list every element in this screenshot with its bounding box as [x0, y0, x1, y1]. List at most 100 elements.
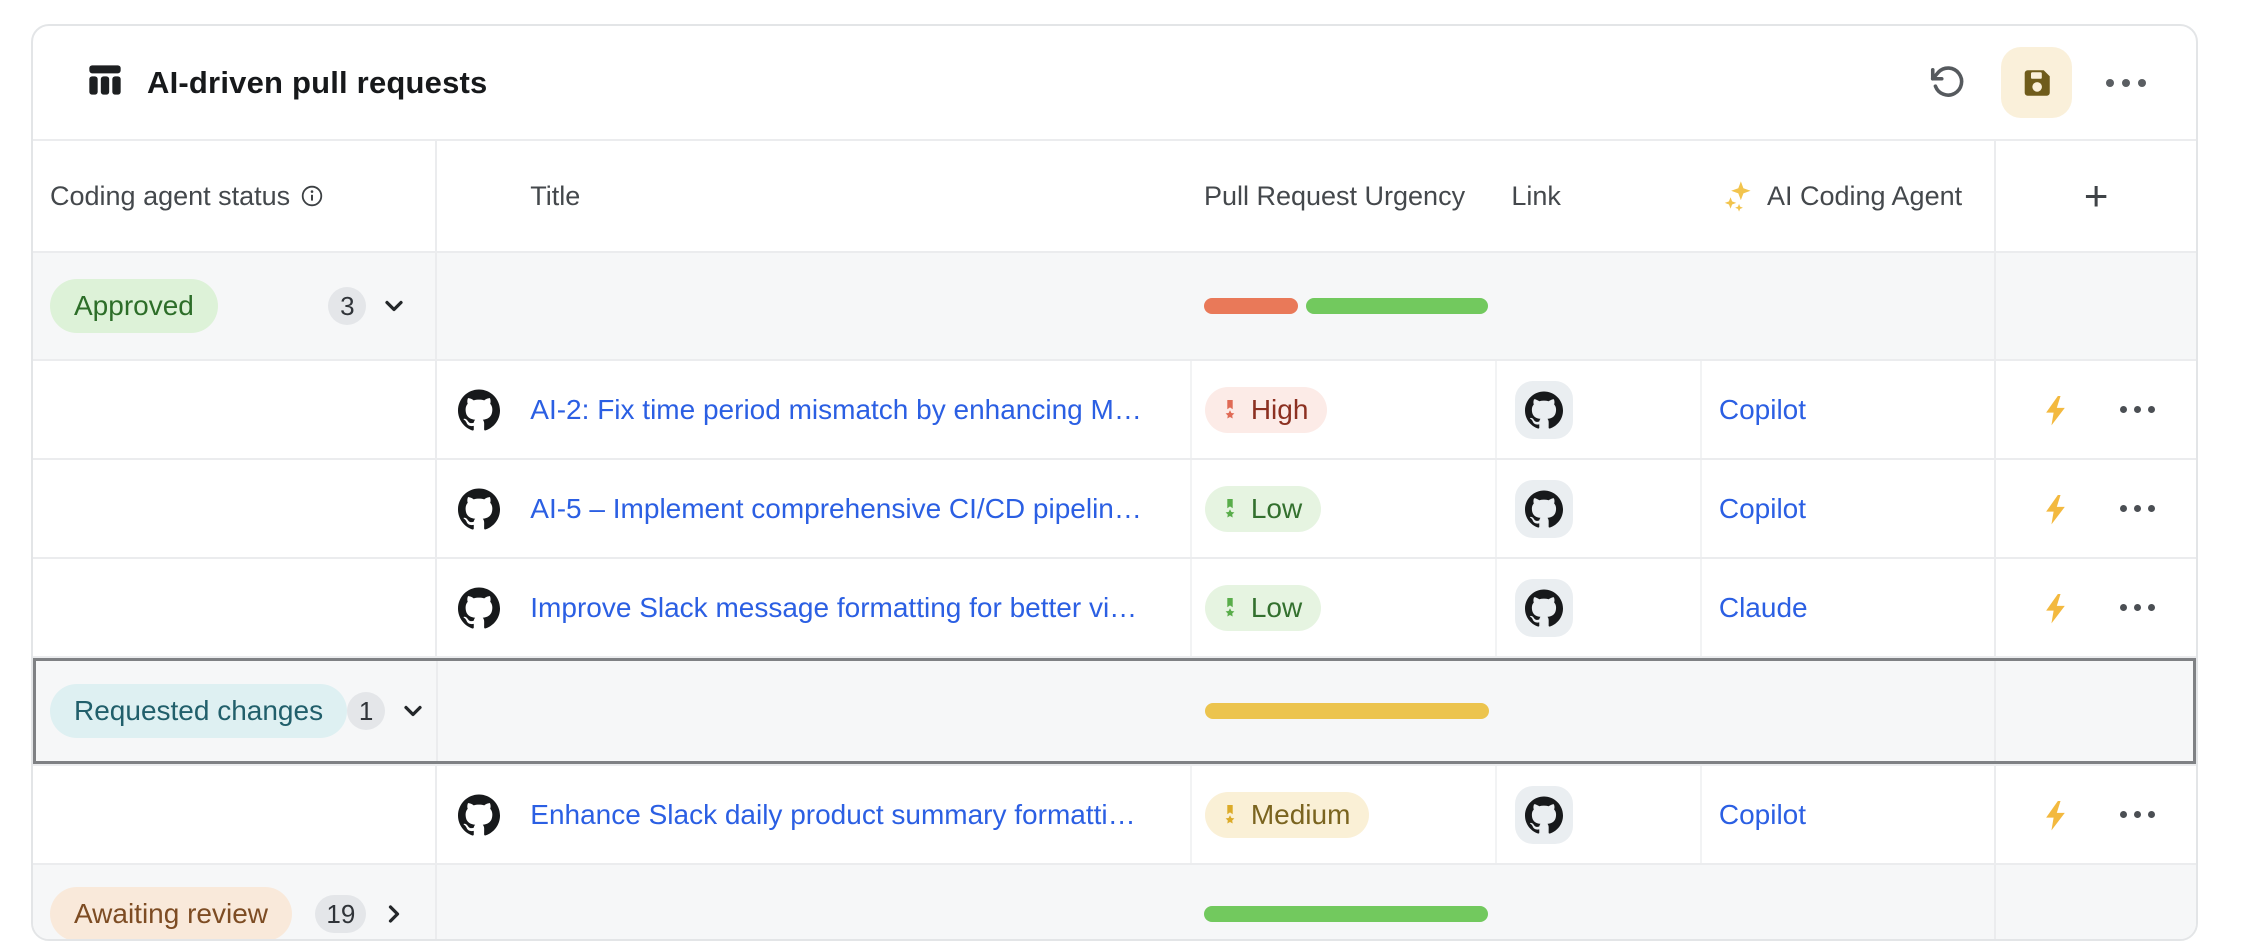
chevron-down-icon[interactable]	[399, 697, 427, 725]
status-cell[interactable]	[33, 766, 438, 863]
urgency-label: Medium	[1250, 798, 1351, 830]
agent-cell[interactable]: Copilot	[1702, 361, 1994, 458]
status-badge[interactable]: Requested changes	[50, 684, 348, 738]
agent-link[interactable]: Copilot	[1718, 492, 1807, 524]
row-menu-button[interactable]	[2120, 406, 2156, 413]
status-badge[interactable]: Approved	[50, 279, 218, 333]
title-cell[interactable]: AI-5 – Implement comprehensive CI/CD pip…	[437, 460, 1192, 557]
save-icon	[2019, 65, 2055, 101]
urgency-bar-low	[1204, 906, 1489, 922]
lightning-icon[interactable]	[2040, 493, 2072, 525]
group-row-approved[interactable]: Approved 3	[33, 253, 2196, 361]
info-icon[interactable]	[300, 184, 324, 208]
github-link-button[interactable]	[1515, 578, 1574, 637]
urgency-label: Low	[1250, 591, 1303, 623]
row-actions-cell	[1994, 460, 2196, 557]
column-header-urgency[interactable]: Pull Request Urgency	[1203, 180, 1466, 211]
table-icon	[85, 60, 125, 105]
link-cell[interactable]	[1497, 559, 1702, 656]
row-menu-button[interactable]	[2120, 604, 2156, 611]
group-actions-cell	[1994, 865, 2196, 939]
plus-icon: +	[2083, 172, 2109, 219]
column-header-title[interactable]: Title	[530, 180, 581, 211]
pr-title-link[interactable]: Improve Slack message formatting for bet…	[530, 591, 1138, 623]
status-cell[interactable]	[33, 559, 438, 656]
ellipsis-icon	[2106, 78, 2146, 87]
group-actions-cell	[1994, 253, 2196, 359]
more-menu-button[interactable]	[2102, 59, 2150, 107]
github-icon	[1525, 489, 1564, 528]
row-actions-cell	[1994, 361, 2196, 458]
group-urgency-summary	[438, 658, 1994, 764]
lightning-icon[interactable]	[2040, 592, 2072, 624]
github-link-button[interactable]	[1515, 785, 1574, 844]
github-icon	[458, 488, 501, 530]
column-header-status[interactable]: Coding agent status	[33, 141, 438, 251]
page-title: AI-driven pull requests	[147, 64, 488, 100]
pr-title-link[interactable]: AI-2: Fix time period mismatch by enhanc…	[530, 393, 1142, 425]
title-cell[interactable]: AI-2: Fix time period mismatch by enhanc…	[437, 361, 1192, 458]
link-cell[interactable]	[1497, 361, 1702, 458]
title-cell[interactable]: Enhance Slack daily product summary form…	[437, 766, 1192, 863]
table-row[interactable]: AI-2: Fix time period mismatch by enhanc…	[33, 361, 2196, 460]
github-link-button[interactable]	[1515, 380, 1574, 439]
undo-button[interactable]	[1923, 59, 1971, 107]
chevron-down-icon[interactable]	[380, 292, 408, 320]
medal-icon	[1218, 596, 1242, 620]
urgency-cell[interactable]: Low	[1192, 460, 1498, 557]
row-menu-button[interactable]	[2120, 505, 2156, 512]
urgency-cell[interactable]: Low	[1192, 559, 1498, 656]
link-cell[interactable]	[1497, 766, 1702, 863]
link-cell[interactable]	[1497, 460, 1702, 557]
urgency-cell[interactable]: Medium	[1192, 766, 1498, 863]
column-header-link[interactable]: Link	[1511, 180, 1561, 211]
lightning-icon[interactable]	[2040, 394, 2072, 426]
group-row-requested-changes[interactable]: Requested changes 1	[33, 658, 2196, 766]
agent-link[interactable]: Copilot	[1718, 798, 1807, 830]
agent-link[interactable]: Copilot	[1718, 393, 1807, 425]
add-column-button[interactable]: +	[1994, 141, 2196, 251]
agent-cell[interactable]: Claude	[1702, 559, 1994, 656]
urgency-bar-high	[1204, 298, 1299, 314]
column-header-agent[interactable]: AI Coding Agent	[1702, 141, 1994, 251]
group-row-awaiting-review[interactable]: Awaiting review 19	[33, 865, 2196, 939]
github-link-button[interactable]	[1515, 479, 1574, 538]
group-actions-cell	[1994, 658, 2196, 764]
save-button[interactable]	[2001, 47, 2072, 118]
pr-title-link[interactable]: Enhance Slack daily product summary form…	[530, 798, 1136, 830]
urgency-label: High	[1250, 393, 1309, 425]
table-row[interactable]: AI-5 – Implement comprehensive CI/CD pip…	[33, 460, 2196, 559]
github-icon	[458, 794, 501, 836]
group-urgency-summary	[437, 865, 1994, 939]
medal-icon	[1218, 497, 1242, 521]
title-cell[interactable]: Improve Slack message formatting for bet…	[437, 559, 1192, 656]
agent-cell[interactable]: Copilot	[1702, 766, 1994, 863]
status-cell[interactable]	[33, 361, 438, 458]
row-actions-cell	[1994, 559, 2196, 656]
agent-link[interactable]: Claude	[1718, 591, 1808, 623]
pr-title-link[interactable]: AI-5 – Implement comprehensive CI/CD pip…	[530, 492, 1142, 524]
lightning-icon[interactable]	[2040, 799, 2072, 831]
row-actions-cell	[1994, 766, 2196, 863]
github-icon	[1525, 588, 1564, 627]
agent-cell[interactable]: Copilot	[1702, 460, 1994, 557]
github-icon	[1525, 390, 1564, 429]
github-icon	[1525, 795, 1564, 834]
urgency-cell[interactable]: High	[1192, 361, 1498, 458]
column-header-row: Coding agent status Title Pull Request U…	[33, 141, 2196, 253]
row-menu-button[interactable]	[2120, 811, 2156, 818]
status-badge[interactable]: Awaiting review	[50, 887, 293, 939]
undo-icon	[1929, 63, 1965, 102]
urgency-bar-low	[1306, 298, 1489, 314]
urgency-bar-medium	[1205, 703, 1489, 719]
chevron-right-icon[interactable]	[380, 900, 408, 928]
medal-icon	[1218, 398, 1242, 422]
status-cell[interactable]	[33, 460, 438, 557]
table-row[interactable]: Enhance Slack daily product summary form…	[33, 766, 2196, 865]
title-bar: AI-driven pull requests	[33, 26, 2196, 141]
group-urgency-summary	[437, 253, 1994, 359]
table-row[interactable]: Improve Slack message formatting for bet…	[33, 559, 2196, 658]
table-card: AI-driven pull requests	[31, 24, 2198, 941]
group-count-badge: 3	[328, 287, 367, 325]
